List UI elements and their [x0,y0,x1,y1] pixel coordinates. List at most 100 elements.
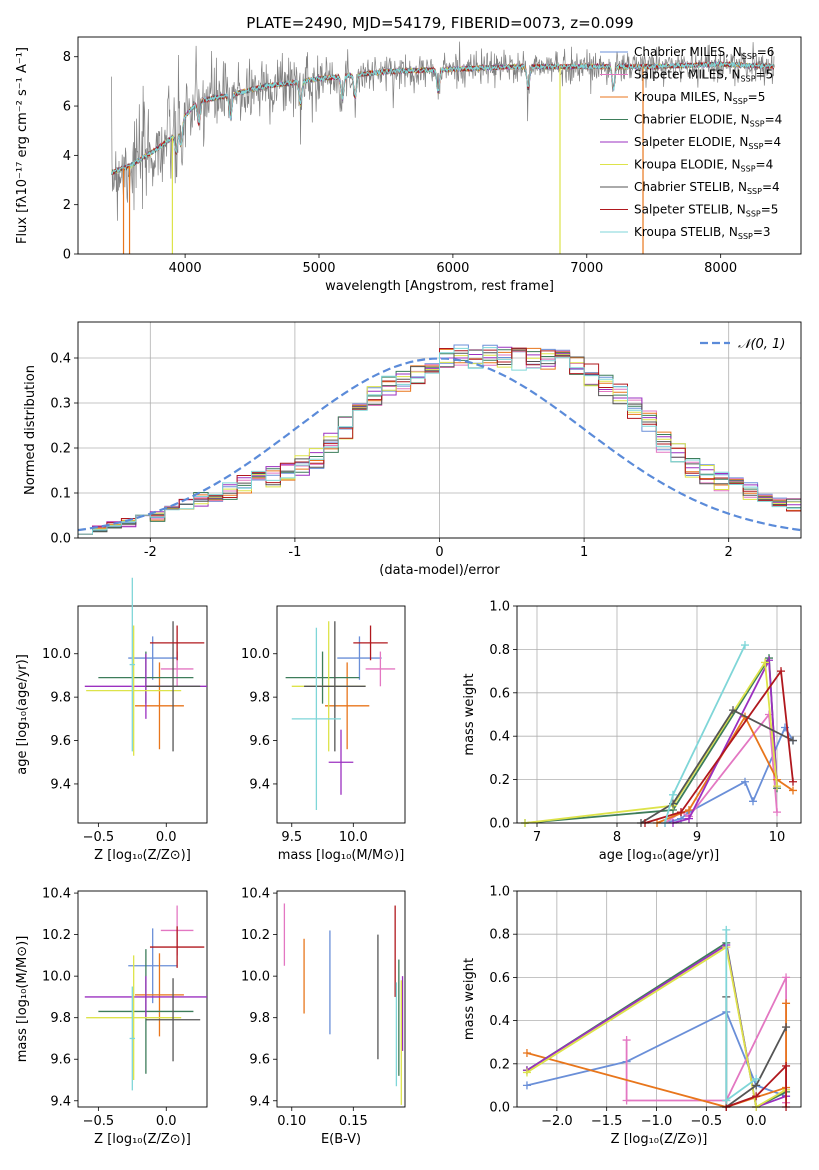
x-tick-label: 0.0 [156,1114,177,1129]
y-tick-label: 9.4 [249,777,270,792]
weight-line [524,659,778,824]
histogram-salpeter-elodie [78,346,801,535]
weight-marker [773,808,781,817]
errorbar-kroupa-stelib [129,986,136,1091]
y-tick-label: 9.8 [249,1011,270,1026]
legend-label-text: Chabrier MILES, N [634,45,742,59]
histogram-chabrier-miles [78,344,801,535]
x-tick-label: 7000 [570,261,603,276]
x-tick-label: 0.15 [339,1114,368,1129]
axes-frame [77,36,802,255]
weight-line-kroupa-stelib [722,925,761,1105]
x-tick-label: −1.0 [641,1114,673,1129]
legend-label: Salpeter ELODIE, NSSP=4 [634,135,781,151]
legend-label-subscript: SSP [741,75,756,84]
legend-entry-salpeter-miles: Salpeter MILES, NSSP=5 [600,68,773,84]
axes-frame [77,321,802,539]
y-tick-label: 0.2 [489,773,510,788]
y-tick-label: 8 [63,50,71,65]
spectrum-plot-area [111,41,775,254]
x-axis-label: Z [log₁₀(Z/Z⊙)] [611,1132,708,1147]
weight-marker [669,790,677,799]
legend-label-text: Salpeter STELIB, N [634,203,746,217]
y-tick-label: 0 [63,248,71,263]
errorbar-chabrier-miles [128,636,178,680]
y-tick-label: 10.2 [42,928,71,943]
weight-marker [522,1049,531,1057]
axes-frame [77,605,208,824]
y-tick-label: 0.8 [489,643,510,658]
y-tick-label: 0.0 [489,1101,510,1116]
weight-marker [782,973,791,982]
weight-line [644,668,794,824]
x-tick-label: −0.5 [83,1114,115,1129]
y-tick-label: 0.4 [489,730,510,745]
x-tick-label: 2 [725,545,733,560]
legend-label-subscript: SSP [746,210,761,219]
y-tick-label: 0.3 [50,397,71,412]
histogram-salpeter-miles [78,349,801,535]
histogram-salpeter-stelib [78,347,801,535]
errorbar-kroupa-miles [135,953,184,1037]
y-tick-label: 9.8 [50,691,71,706]
figure-title: PLATE=2490, MJD=54179, FIBERID=0073, z=0… [246,14,633,32]
y-tick-label: 9.6 [50,1053,71,1068]
weight-marker [522,1068,531,1077]
legend-label: Kroupa ELODIE, NSSP=4 [634,158,773,174]
x-tick-label: 9.5 [281,830,302,845]
legend-label-text: Chabrier ELODIE, N [634,113,750,127]
axes-frame [77,890,208,1108]
weight-line-kroupa-elodie [521,658,781,827]
y-tick-label: 1.0 [489,885,510,900]
y-tick-label: 0.2 [50,442,71,457]
y-tick-label: 0.1 [50,487,71,502]
legend-label: Chabrier ELODIE, NSSP=4 [634,113,782,129]
legend-label-text: Kroupa STELIB, N [634,225,738,239]
y-tick-label: 9.6 [249,734,270,749]
errorbar-chabrier-miles [337,636,382,680]
x-tick-label: 0.10 [277,1114,306,1129]
axes-frame [276,605,406,824]
errorbar-kroupa-elodie [86,625,182,756]
weight-line [526,945,787,1109]
legend-entry-kroupa-stelib: Kroupa STELIB, NSSP=3 [600,225,771,241]
x-tick-label: -1 [288,545,301,560]
weight-marker [622,1036,631,1045]
weight-marker [729,706,737,715]
legend-label: Salpeter MILES, NSSP=5 [634,68,773,84]
x-tick-label: 4000 [169,261,202,276]
errorbar-salpeter-miles [365,651,396,687]
y-tick-label: 9.8 [249,691,270,706]
y-tick-label: 6 [63,100,71,115]
weight-marker [789,777,797,786]
y-axis-label: mass weight [462,673,477,755]
x-axis-label: Z [log₁₀(Z/Z⊙)] [94,1132,191,1147]
legend-label-text: Kroupa MILES, N [634,90,733,104]
histogram-chabrier-elodie [78,349,801,535]
x-tick-label: -2 [144,545,157,560]
weight-marker [622,1096,631,1105]
legend-label-text: Salpeter MILES, N [634,68,741,82]
legend-label: 𝒩(0, 1) [738,337,785,352]
y-tick-label: 10.0 [42,970,71,985]
weight-marker [741,777,749,786]
age-vs-mass-panel: 9.5 10.0 9.4 9.6 9.8 10.0 mass [log₁₀(M/M⊙)] [241,605,406,863]
weight-marker [752,1074,761,1083]
legend-label-subscript: SSP [748,142,763,151]
weight-line [524,655,778,824]
x-tick-label: 0 [435,545,443,560]
y-tick-label: 9.6 [249,1053,270,1068]
x-tick-label: 10.0 [339,830,368,845]
x-tick-label: 0.0 [746,1114,767,1129]
weight-line [725,1063,787,1108]
x-tick-label: 7 [533,830,541,845]
weight-marker [782,999,791,1008]
y-tick-label: 9.4 [50,1094,71,1109]
y-tick-label: 0.2 [489,1057,510,1072]
y-axis-label: Normed distribution [23,365,38,495]
y-tick-label: 0.6 [489,686,510,701]
normal-curve [78,357,801,532]
legend-label: Kroupa STELIB, NSSP=3 [634,225,771,241]
errorbar-chabrier-elodie [285,651,360,704]
legend-label-value: =5 [748,90,766,104]
